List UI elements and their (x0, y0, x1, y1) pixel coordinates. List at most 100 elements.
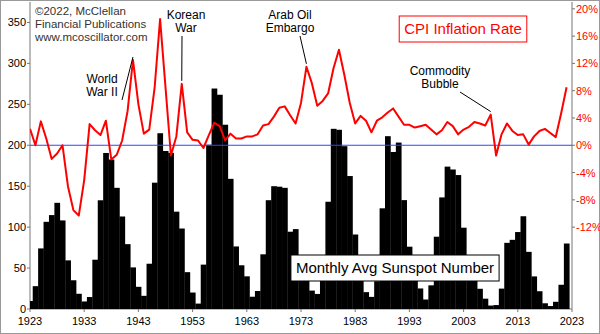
x-tick (301, 309, 302, 312)
x-tick-label: 1923 (18, 315, 42, 327)
x-tick (409, 309, 410, 312)
sunspot-bar (537, 291, 543, 309)
annotation: Bubble (421, 77, 459, 91)
sunspot-bar (488, 306, 494, 309)
y-axis-line (30, 2, 31, 309)
y-tick-label: 350 (8, 16, 26, 28)
series-name: Monthly Avg Sunspot Number (296, 259, 494, 276)
y-tick (27, 268, 30, 269)
x-tick-label: 1943 (126, 315, 150, 327)
sunspot-bar (385, 136, 391, 309)
x-tick (138, 309, 139, 312)
sunspot-bar (363, 292, 369, 309)
sunspot-bar (98, 200, 104, 309)
sunspot-bar (450, 169, 456, 309)
sunspot-bar (526, 252, 532, 309)
sunspot-bar (125, 244, 131, 309)
y2-tick (572, 63, 575, 64)
sunspot-bar (531, 276, 537, 309)
copyright: ©2022, McClellan (35, 5, 126, 17)
sunspot-bar (428, 285, 434, 309)
series-label: Monthly Avg Sunspot Number (291, 255, 499, 281)
y2-tick (572, 172, 575, 173)
annotation-leader (300, 36, 306, 64)
sunspot-bar (49, 215, 55, 309)
x-tick (30, 309, 31, 312)
y-tick (27, 227, 30, 228)
sunspot-bar (250, 297, 256, 309)
sunspot-bar (553, 302, 559, 309)
cpi-line (30, 19, 567, 215)
sunspot-bar (342, 146, 348, 309)
sunspot-bar (255, 291, 261, 309)
x-tick-label: 1963 (235, 315, 259, 327)
sunspot-bar (548, 306, 554, 309)
x-tick-label: 2003 (451, 315, 475, 327)
sunspot-bar (130, 267, 136, 309)
sunspot-bar (195, 304, 201, 309)
sunspot-bar (455, 175, 461, 309)
plot-area (30, 19, 572, 309)
y2-tick-label: 12% (576, 57, 598, 69)
zero-line (30, 145, 572, 146)
sunspot-bar (521, 216, 527, 309)
sunspot-bar (201, 265, 207, 309)
series-label: CPI Inflation Rate (399, 16, 527, 42)
y2-axis-line (572, 2, 573, 309)
sunspot-bar (103, 153, 109, 309)
y-tick-label: 300 (8, 57, 26, 69)
x-tick-label: 1983 (343, 315, 367, 327)
copyright: www.mcoscillator.com (34, 31, 147, 43)
y2-tick (572, 199, 575, 200)
sunspot-bar (266, 200, 272, 309)
sunspot-bar (439, 197, 445, 309)
y2-tick (572, 36, 575, 37)
sunspot-bar (87, 297, 93, 309)
sunspot-bar (445, 167, 451, 309)
sunspot-bar (499, 289, 505, 309)
sunspot-bar (38, 248, 44, 309)
sunspot-bar (109, 160, 115, 309)
sunspot-bar (141, 296, 147, 309)
annotation: Arab Oil (268, 8, 311, 22)
sunspot-bar (315, 294, 321, 309)
sunspot-bar (331, 129, 337, 309)
annotation-leader (122, 57, 133, 100)
sunspot-bar (30, 301, 33, 309)
sunspot-bar (260, 254, 266, 309)
y2-tick-label: -4% (576, 167, 596, 179)
x-tick-label: 1973 (289, 315, 313, 327)
annotation: Korean (167, 8, 206, 22)
sunspot-bar (136, 287, 142, 309)
x-tick-label: 1953 (180, 315, 204, 327)
bar-series (30, 89, 570, 309)
sunspot-bar (244, 276, 250, 309)
x-tick (463, 309, 464, 312)
x-tick (572, 309, 573, 312)
sunspot-bar (347, 176, 353, 309)
y-tick-label: 100 (8, 221, 26, 233)
sunspot-bar (423, 300, 429, 309)
sunspot-bar (81, 301, 87, 309)
series-label-box (291, 255, 499, 281)
y-tick-label: 0 (20, 303, 26, 315)
sunspot-bar (233, 246, 239, 309)
y-tick-label: 50 (14, 262, 26, 274)
y2-tick-label: 4% (576, 112, 592, 124)
annotation: War II (86, 85, 118, 99)
y2-tick-label: 16% (576, 30, 598, 42)
y-tick (27, 22, 30, 23)
sunspot-bar (222, 125, 228, 309)
y2-tick (572, 117, 575, 118)
sunspot-bar (33, 286, 39, 309)
sunspot-bar (65, 260, 71, 309)
y2-tick-label: -12% (576, 221, 600, 233)
y2-tick (572, 90, 575, 91)
x-tick (355, 309, 356, 312)
sunspot-bar (190, 293, 196, 309)
x-tick-label: 2013 (506, 315, 530, 327)
x-tick-label: 2023 (560, 315, 584, 327)
sunspot-bar (239, 265, 245, 309)
y-tick-label: 150 (8, 180, 26, 192)
sunspot-bar (184, 272, 190, 309)
